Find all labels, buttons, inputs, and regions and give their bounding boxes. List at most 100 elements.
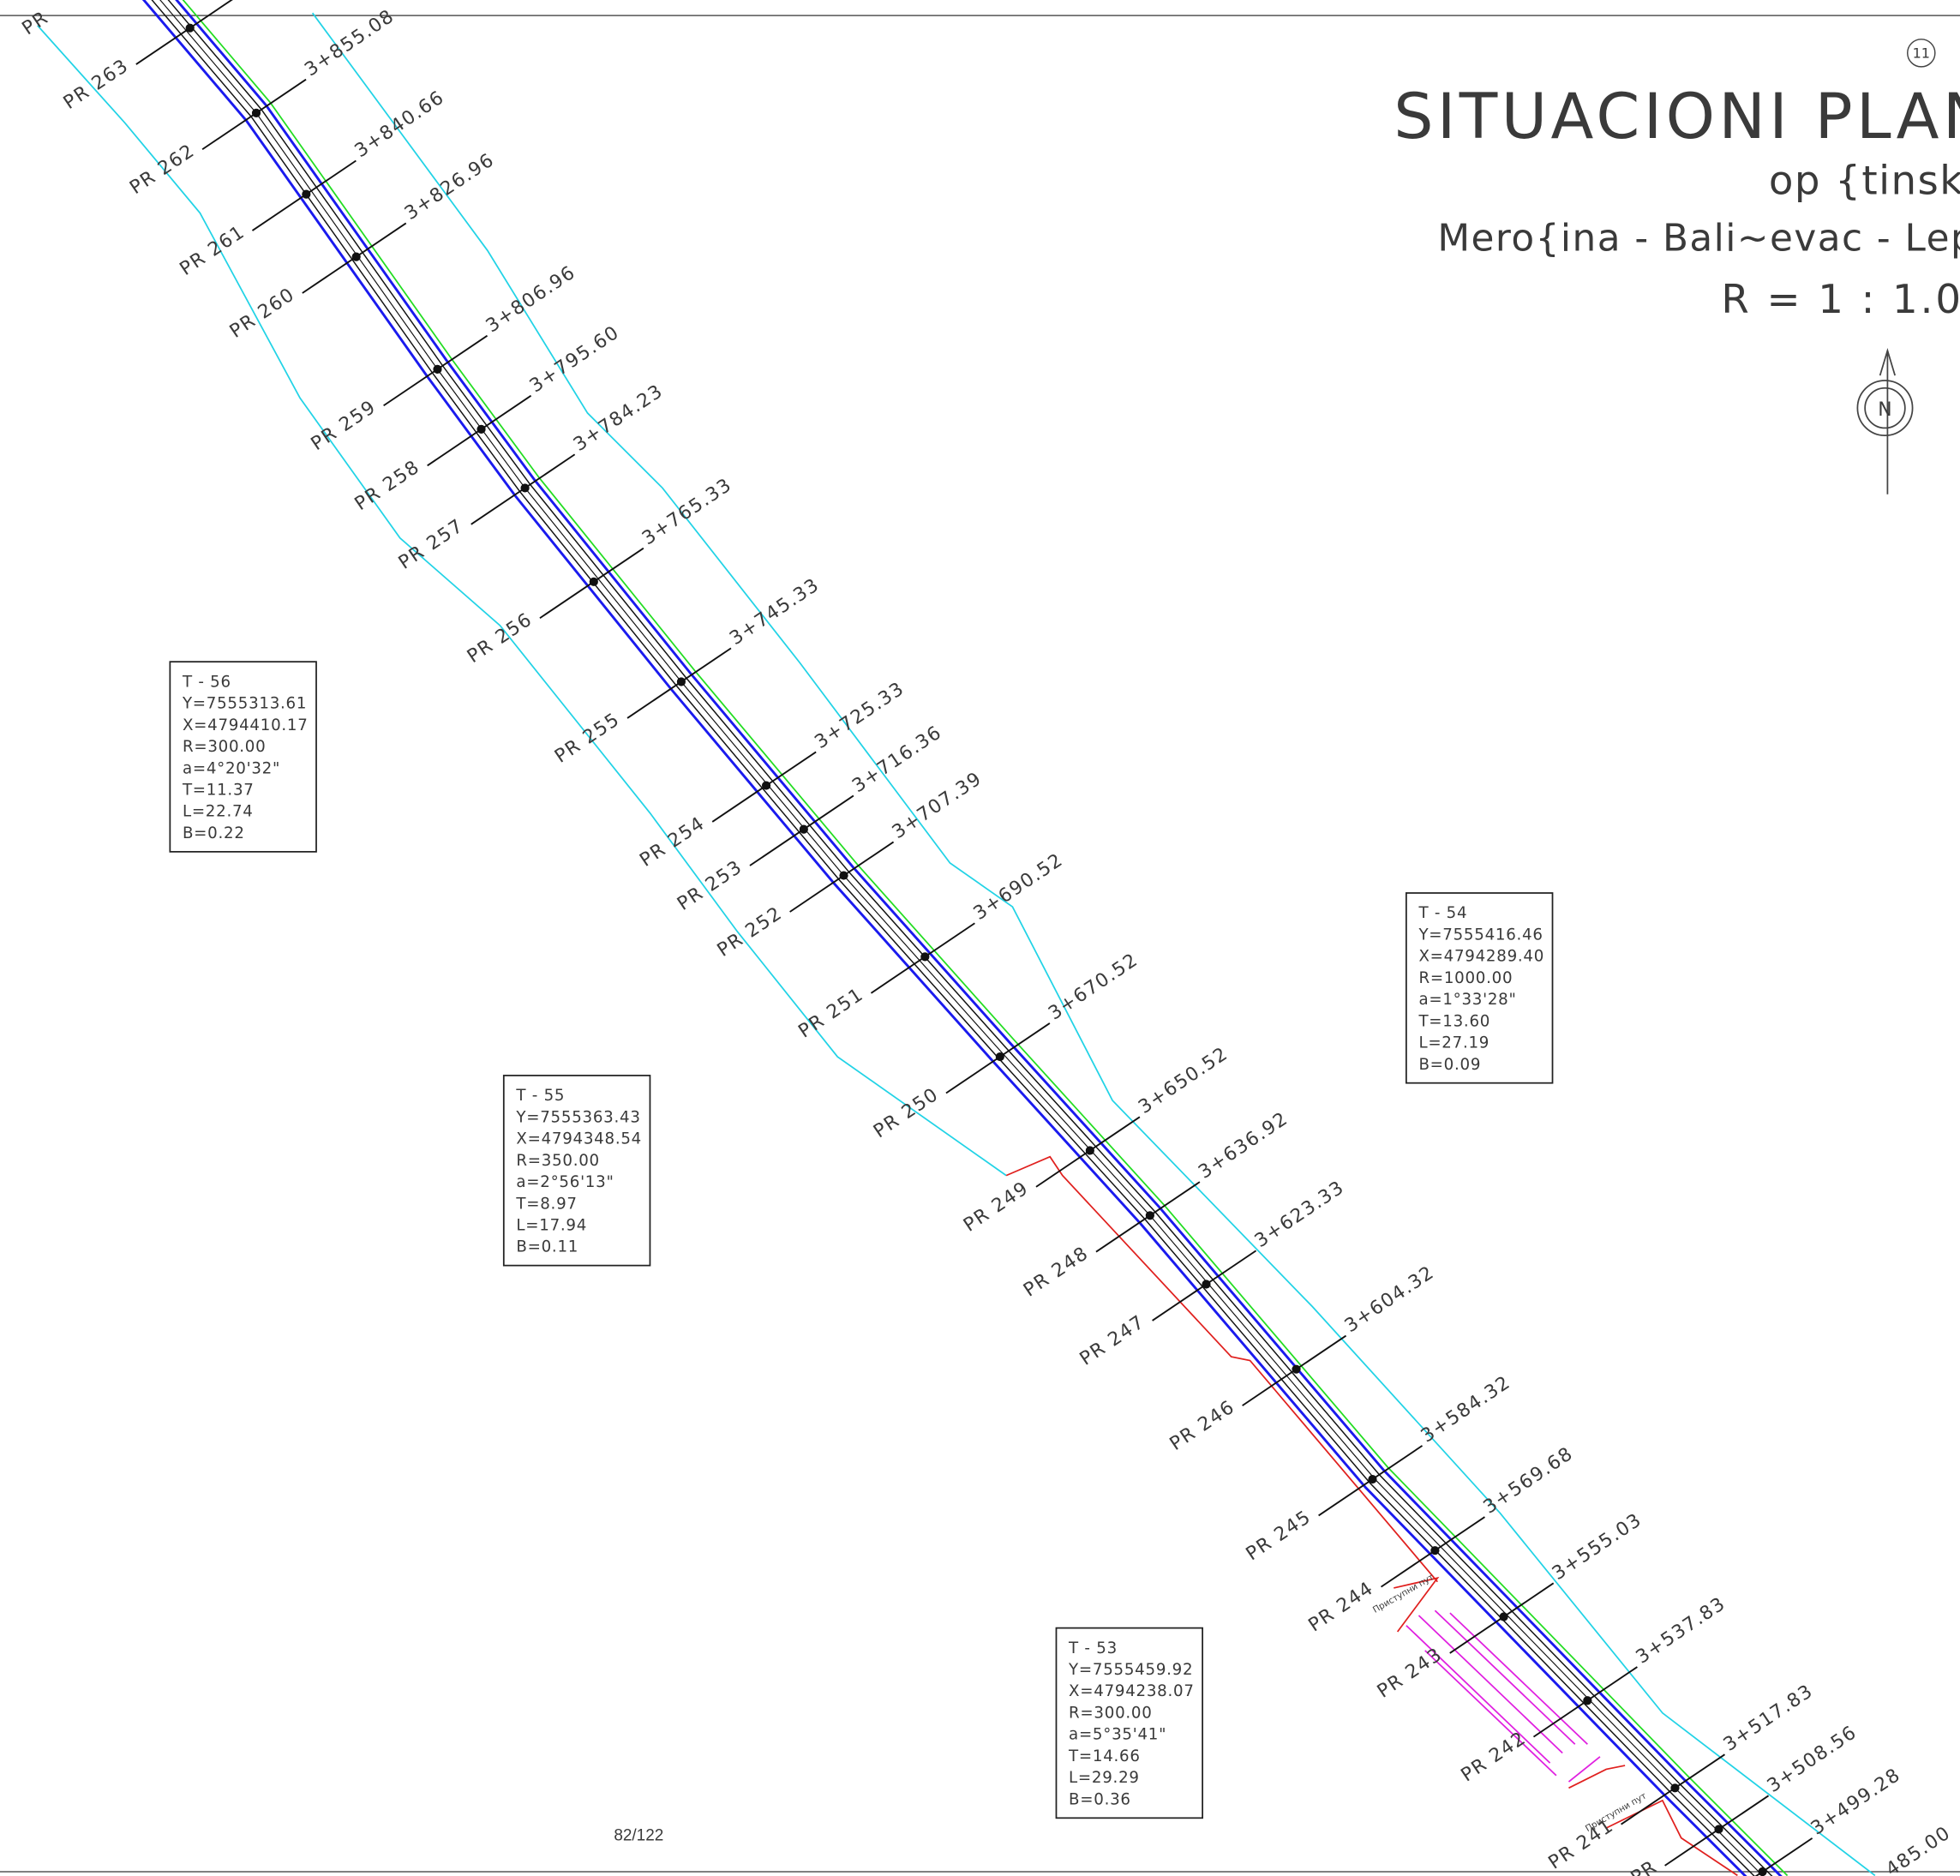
curve-table-line: X=4794348.54 — [516, 1130, 642, 1148]
scale: R = 1 : 1.0 — [1721, 277, 1960, 323]
section-point — [1758, 1867, 1766, 1876]
curve-table-line: Y=7555313.61 — [182, 695, 307, 713]
curve-table-line: B=0.22 — [183, 824, 245, 842]
section-point — [677, 677, 686, 686]
curve-table-line: X=4794289.40 — [1418, 948, 1544, 966]
section-station-label: 3+716.36 — [848, 722, 946, 797]
section-station-label: 3+636.92 — [1195, 1108, 1292, 1184]
section-point — [1292, 1365, 1300, 1374]
curve-table-line: a=1°33'28" — [1418, 991, 1516, 1009]
north-label: N — [1878, 399, 1891, 421]
section-point — [186, 24, 195, 33]
section-station-label: 485.00 — [1882, 1822, 1955, 1876]
curve-tables: T - 56 Y=7555313.61 X=4794410.17 R=300.00 a=… — [170, 662, 1552, 1818]
section-station-label: 3+517.83 — [1720, 1681, 1818, 1756]
edge-label: PR — [18, 7, 52, 39]
curve-table-line: R=350.00 — [516, 1152, 600, 1170]
section-station-label: 3+604.32 — [1341, 1262, 1439, 1337]
sheet-number: 11 — [1913, 45, 1930, 62]
section-station-label: 3+584.32 — [1418, 1372, 1515, 1447]
curve-table-line: T=14.66 — [1068, 1747, 1141, 1765]
section-station-label: 3+806.96 — [483, 261, 580, 337]
section-station-label: 3+508.56 — [1764, 1722, 1861, 1797]
curve-table-line: a=2°56'13" — [516, 1173, 614, 1191]
curve-table-line: a=4°20'32" — [183, 759, 280, 777]
section-station-label: 3+840.66 — [351, 87, 449, 162]
section-point — [433, 365, 441, 374]
section-pr-label: PR 244 — [1305, 1578, 1378, 1637]
curve-table-line: L=17.94 — [516, 1217, 587, 1235]
section-pr-label: PR 255 — [551, 709, 624, 768]
section-point — [1086, 1146, 1094, 1154]
curve-table-line: L=27.19 — [1418, 1034, 1489, 1052]
section-pr-label: PR 259 — [308, 396, 381, 455]
section-point — [1583, 1696, 1591, 1705]
cross-sections: PR 263PR 2623+855.08PR 2613+840.66PR 260… — [60, 0, 1955, 1876]
curve-table-line: T - 53 — [1068, 1639, 1118, 1657]
section-pr-label: PR 256 — [464, 608, 536, 668]
section-pr-label: PR 241 — [1545, 1815, 1618, 1874]
section-point — [252, 109, 261, 117]
curve-table-line: R=300.00 — [183, 738, 267, 756]
curve-table-line: a=5°35'41" — [1069, 1726, 1166, 1744]
section-pr-label: PR 251 — [794, 984, 867, 1043]
hatch — [1450, 1613, 1587, 1744]
curve-table-line: L=29.29 — [1069, 1769, 1140, 1787]
curve-table-line: Y=7555416.46 — [1418, 926, 1543, 944]
section-point — [1430, 1546, 1439, 1555]
section-point — [1670, 1783, 1679, 1792]
section-point — [839, 871, 848, 879]
section-point — [477, 425, 485, 434]
curve-table-line: T - 54 — [1418, 904, 1467, 922]
section-station-label: 3+670.52 — [1045, 950, 1142, 1025]
curve-table-line: X=4794238.07 — [1069, 1682, 1195, 1700]
section-point — [996, 1052, 1004, 1061]
section-point — [590, 578, 598, 586]
section-pr-label: PR 243 — [1374, 1644, 1447, 1703]
section-pr-label: PR 260 — [226, 284, 299, 343]
section-point — [1202, 1280, 1210, 1288]
section-station-label: 3+765.33 — [638, 474, 736, 549]
section-pr-label: PR 261 — [176, 221, 249, 280]
section-pr-label: PR 245 — [1243, 1507, 1316, 1566]
red-line — [1006, 1157, 1437, 1582]
section-pr-label: PR 252 — [714, 902, 787, 962]
section-station-label: 3+499.28 — [1807, 1765, 1905, 1840]
section-station-label: 3+745.33 — [726, 574, 824, 650]
section-point — [1714, 1825, 1723, 1833]
section-pr-label: PR 247 — [1076, 1311, 1149, 1370]
section-point — [920, 952, 929, 961]
curve-table-line: Y=7555459.92 — [1068, 1661, 1193, 1679]
page-number: 82/122 — [614, 1827, 663, 1845]
section-pr-label: PR 246 — [1166, 1396, 1239, 1455]
section-point — [762, 781, 770, 789]
section-pr-label: PR 253 — [674, 856, 746, 915]
route: Mero{ina - Bali~evac - Lepaj — [1437, 216, 1960, 260]
section-pr-label: PR 262 — [126, 140, 199, 199]
section-point — [1368, 1475, 1376, 1483]
curve-table-line: T=8.97 — [515, 1195, 577, 1213]
curve-table-line: L=22.74 — [183, 803, 254, 821]
page: {"header": {"sheet_number": "11", "title… — [0, 0, 1960, 1876]
curve-table-line: X=4794410.17 — [183, 716, 309, 734]
curve-table-line: T=13.60 — [1418, 1012, 1490, 1030]
section-station-label: 3+707.39 — [889, 768, 986, 843]
section-pr-label: PR 249 — [960, 1178, 1033, 1237]
curve-table-line: T - 56 — [182, 673, 231, 691]
subtitle: op {tinsko — [1769, 159, 1960, 205]
section-pr-label: PR 254 — [636, 812, 709, 872]
section-point — [352, 252, 361, 261]
curve-table-line: B=0.36 — [1069, 1790, 1131, 1808]
section-pr-label: PR 242 — [1457, 1728, 1530, 1787]
hatch — [1568, 1757, 1599, 1782]
curve-table-line: R=1000.00 — [1418, 969, 1513, 987]
section-point — [302, 190, 310, 199]
section-point — [1146, 1211, 1154, 1220]
section-station-label: 3+795.60 — [526, 321, 624, 397]
north-arrow — [1857, 351, 1912, 494]
section-point — [520, 483, 529, 492]
curve-table-line: T - 55 — [515, 1087, 565, 1105]
cyan-boundaries — [38, 13, 1875, 1875]
curve-table-line: Y=7555363.43 — [515, 1108, 640, 1126]
section-point — [1500, 1612, 1508, 1621]
